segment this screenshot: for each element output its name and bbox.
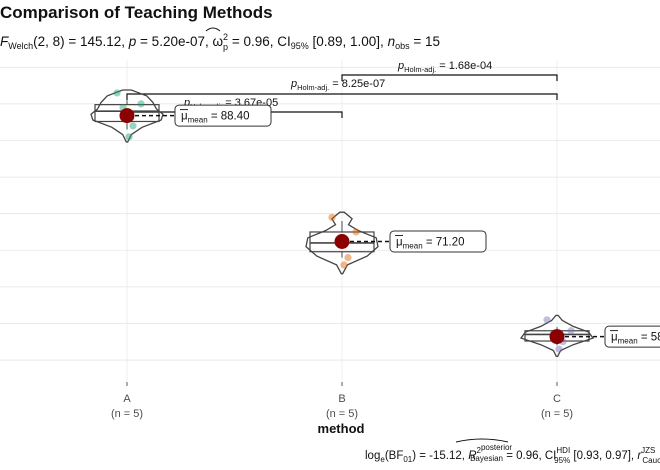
- mean-label-A: μmean = 88.40: [181, 111, 250, 125]
- caption-bf-sub: 01: [403, 455, 412, 464]
- caption-ci-sup: HDI: [556, 446, 570, 455]
- caption-ci-value: [0.93, 0.97],: [570, 450, 637, 462]
- caption-ci-sub: 95%: [554, 456, 570, 465]
- bracket-value: = 1.68e-04: [436, 60, 492, 72]
- mean-label-sub: mean: [618, 337, 638, 346]
- mean-point-A: [119, 108, 135, 124]
- violin-C: [519, 314, 595, 358]
- caption-r2: R: [468, 450, 476, 462]
- violin-B: [305, 211, 379, 275]
- violin-A: [90, 89, 164, 143]
- x-tick-count: (n = 5): [111, 408, 143, 420]
- subtitle-ci-value: [0.89, 1.00],: [309, 34, 388, 49]
- mean-label-value: = 71.20: [423, 236, 465, 248]
- caption-r2-value: = 0.96, CI: [503, 450, 556, 462]
- x-tick-count: (n = 5): [326, 408, 358, 420]
- data-point-B: [340, 261, 348, 269]
- x-tick-count: (n = 5): [541, 408, 573, 420]
- data-point-B: [352, 228, 360, 236]
- subtitle-stat: F: [0, 34, 9, 49]
- subtitle-ci-sub: 95%: [291, 41, 309, 51]
- bracket-B-C: pHolm-adj. = 1.68e-04: [341, 60, 558, 81]
- mean-label-box-B: [389, 230, 487, 253]
- caption-r2-hat: [455, 438, 509, 443]
- caption-r-sup: JZS: [641, 446, 655, 455]
- subtitle-effect-value: = 0.96, CI: [228, 34, 291, 49]
- caption-bf-value: ) = -15.12,: [412, 450, 468, 462]
- caption-r2-sup: posterior: [481, 443, 512, 452]
- data-point-B: [344, 253, 352, 262]
- chart-subtitle: FWelch(2, 8) = 145.12, p = 5.20e-07, ω2 p…: [0, 32, 440, 52]
- mean-label-box-A: [174, 104, 272, 127]
- mean-label-sub: mean: [188, 116, 208, 125]
- subtitle-p-value: = 5.20e-07,: [136, 34, 212, 49]
- chart-title: Comparison of Teaching Methods: [0, 3, 273, 22]
- data-point-B: [328, 213, 336, 221]
- subtitle-p-label: p: [128, 34, 137, 49]
- subtitle-effect-label: ω: [212, 34, 223, 49]
- caption-log: log: [365, 450, 380, 462]
- caption-r2-sub: Bayesian: [470, 454, 503, 463]
- mean-label-value: = 58: [638, 332, 660, 344]
- x-axis: A (n = 5) B (n = 5) C (n = 5): [111, 382, 573, 420]
- x-tick-label: C: [553, 393, 561, 405]
- mean-label-B: μmean = 71.20: [396, 236, 465, 250]
- x-tick-label: A: [123, 393, 131, 405]
- data-point-C: [555, 345, 563, 353]
- subtitle-effect-hat: [205, 27, 221, 32]
- subtitle-stat-sub: Welch: [8, 41, 33, 51]
- caption-bf: (BF: [385, 450, 404, 462]
- caption-r-sub: Cauchy: [642, 456, 660, 465]
- mean-label-mu: μ: [181, 111, 188, 123]
- bracket-p-sub: Holm-adj.: [404, 65, 436, 74]
- mean-label-mu: μ: [611, 332, 618, 344]
- caption-r-label: r: [637, 450, 642, 462]
- subtitle-stat-args: (2, 8) = 145.12,: [33, 34, 129, 49]
- data-point-C: [543, 316, 551, 324]
- bracket-p-sub: Holm-adj.: [297, 83, 329, 92]
- bracket-line: [126, 93, 558, 100]
- bracket-label: pHolm-adj. = 8.25e-07: [290, 78, 385, 92]
- violin-group-A: μmean = 88.40: [90, 89, 272, 143]
- subtitle-effect-sup: 2: [223, 32, 228, 42]
- subtitle-n-value: = 15: [410, 34, 440, 49]
- data-point-C: [567, 327, 575, 335]
- bracket-value: = 8.25e-07: [329, 78, 385, 90]
- violin-group-C: μmean = 58: [519, 314, 660, 358]
- bracket-A-C: pHolm-adj. = 8.25e-07: [126, 78, 558, 100]
- chart-caption: loge(BF01) = -15.12, R2posterior Bayesian…: [365, 443, 660, 465]
- data-point-A: [113, 89, 121, 97]
- data-point-A: [125, 133, 133, 141]
- mean-label-box-C: [604, 325, 660, 348]
- mean-label-sub: mean: [403, 241, 423, 250]
- mean-label-value: = 88.40: [208, 111, 250, 123]
- x-tick-label: B: [338, 393, 345, 405]
- x-axis-title: method: [318, 421, 365, 436]
- mean-point-B: [334, 233, 350, 249]
- data-point-A: [129, 122, 137, 130]
- subtitle-effect-sub: p: [223, 42, 228, 52]
- bracket-p: p: [183, 97, 190, 109]
- mean-point-C: [549, 329, 565, 345]
- subtitle-n-label: n: [388, 34, 396, 49]
- bracket-p: p: [397, 60, 404, 72]
- caption-r2-exp: 2: [477, 446, 482, 455]
- bracket-line: [341, 74, 558, 81]
- caption-log-sub: e: [380, 455, 385, 464]
- mean-label-mu: μ: [396, 236, 403, 248]
- violin-group-B: μmean = 71.20: [305, 211, 487, 275]
- mean-label-C: μmean = 58: [611, 332, 660, 346]
- bracket-p: p: [290, 78, 297, 90]
- bracket-label: pHolm-adj. = 1.68e-04: [397, 60, 492, 74]
- subtitle-n-sub: obs: [395, 41, 410, 51]
- data-point-A: [137, 100, 145, 108]
